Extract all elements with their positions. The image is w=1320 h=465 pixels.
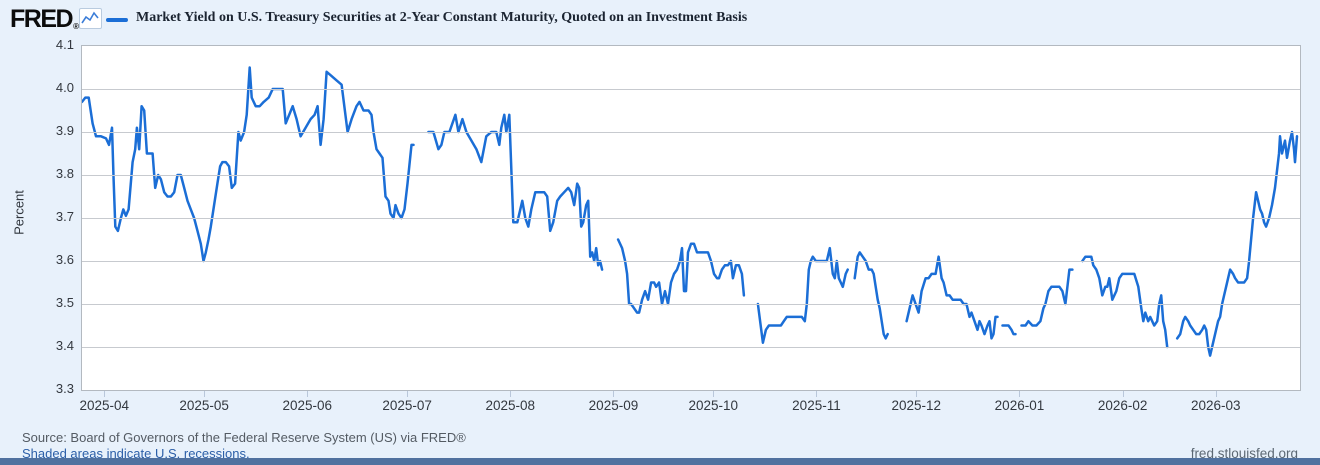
series-line — [1020, 268, 1074, 327]
x-tick-mark — [1215, 391, 1217, 397]
series-line — [1001, 324, 1017, 336]
series-line — [756, 246, 849, 344]
series-line — [82, 66, 415, 263]
fred-site-label: fred.stlouisfed.org — [1190, 446, 1298, 461]
y-tick-label: 4.1 — [55, 37, 74, 52]
x-tick-label: 2025-04 — [79, 398, 130, 413]
y-tick-label: 3.7 — [55, 209, 74, 224]
x-tick-mark — [613, 391, 615, 397]
recession-note-link[interactable]: Shaded areas indicate U.S. recessions. — [22, 446, 250, 461]
x-tick-label: 2026-02 — [1097, 398, 1148, 413]
fred-logo[interactable]: FRED® — [10, 5, 79, 34]
x-tick-label: 2026-01 — [994, 398, 1045, 413]
x-tick-label: 2025-12 — [891, 398, 942, 413]
x-tick-mark — [407, 391, 409, 397]
series-line — [616, 238, 746, 314]
x-tick-label: 2025-08 — [485, 398, 536, 413]
fred-logo-text: FRED — [10, 5, 74, 33]
y-tick-label: 3.6 — [55, 252, 74, 267]
x-tick-mark — [1019, 391, 1021, 397]
source-note: Source: Board of Governors of the Federa… — [22, 430, 466, 445]
x-tick-mark — [104, 391, 106, 397]
x-tick-label: 2025-05 — [179, 398, 229, 413]
x-tick-mark — [204, 391, 206, 397]
x-tick-mark — [1122, 391, 1124, 397]
y-gridline — [82, 346, 1300, 348]
bottom-bar — [0, 458, 1320, 465]
series-line — [1081, 255, 1169, 349]
x-tick-label: 2025-11 — [792, 398, 841, 413]
x-tick-label: 2026-03 — [1191, 398, 1241, 413]
y-gridline — [82, 174, 1300, 176]
series-title: Market Yield on U.S. Treasury Securities… — [136, 10, 748, 25]
y-gridline — [82, 88, 1300, 90]
series-line — [905, 255, 999, 340]
x-tick-mark — [307, 391, 309, 397]
y-gridline — [82, 260, 1300, 262]
x-tick-label: 2025-10 — [688, 398, 739, 413]
y-tick-label: 4.0 — [55, 80, 74, 95]
x-tick-mark — [816, 391, 818, 397]
x-tick-mark — [916, 391, 918, 397]
series-line-canvas — [82, 66, 1299, 357]
series-line — [853, 251, 889, 340]
series-line — [427, 113, 604, 271]
y-tick-label: 3.5 — [55, 295, 74, 310]
y-gridline — [82, 131, 1300, 133]
y-tick-label: 3.8 — [55, 166, 74, 181]
x-tick-label: 2025-09 — [588, 398, 639, 413]
x-tick-label: 2025-07 — [382, 398, 432, 413]
series-line — [1175, 130, 1299, 357]
legend-line-swatch — [106, 18, 128, 22]
y-gridline — [82, 303, 1300, 305]
registered-mark: ® — [73, 22, 79, 31]
y-gridline — [82, 217, 1300, 219]
y-tick-label: 3.4 — [55, 338, 74, 353]
y-tick-label: 3.3 — [55, 381, 74, 396]
x-tick-label: 2025-06 — [282, 398, 333, 413]
plot-area — [81, 45, 1301, 391]
y-tick-label: 3.9 — [55, 123, 74, 138]
x-tick-mark — [510, 391, 512, 397]
mini-chart-icon — [79, 8, 102, 29]
x-tick-mark — [713, 391, 715, 397]
y-axis-title: Percent — [11, 190, 27, 235]
